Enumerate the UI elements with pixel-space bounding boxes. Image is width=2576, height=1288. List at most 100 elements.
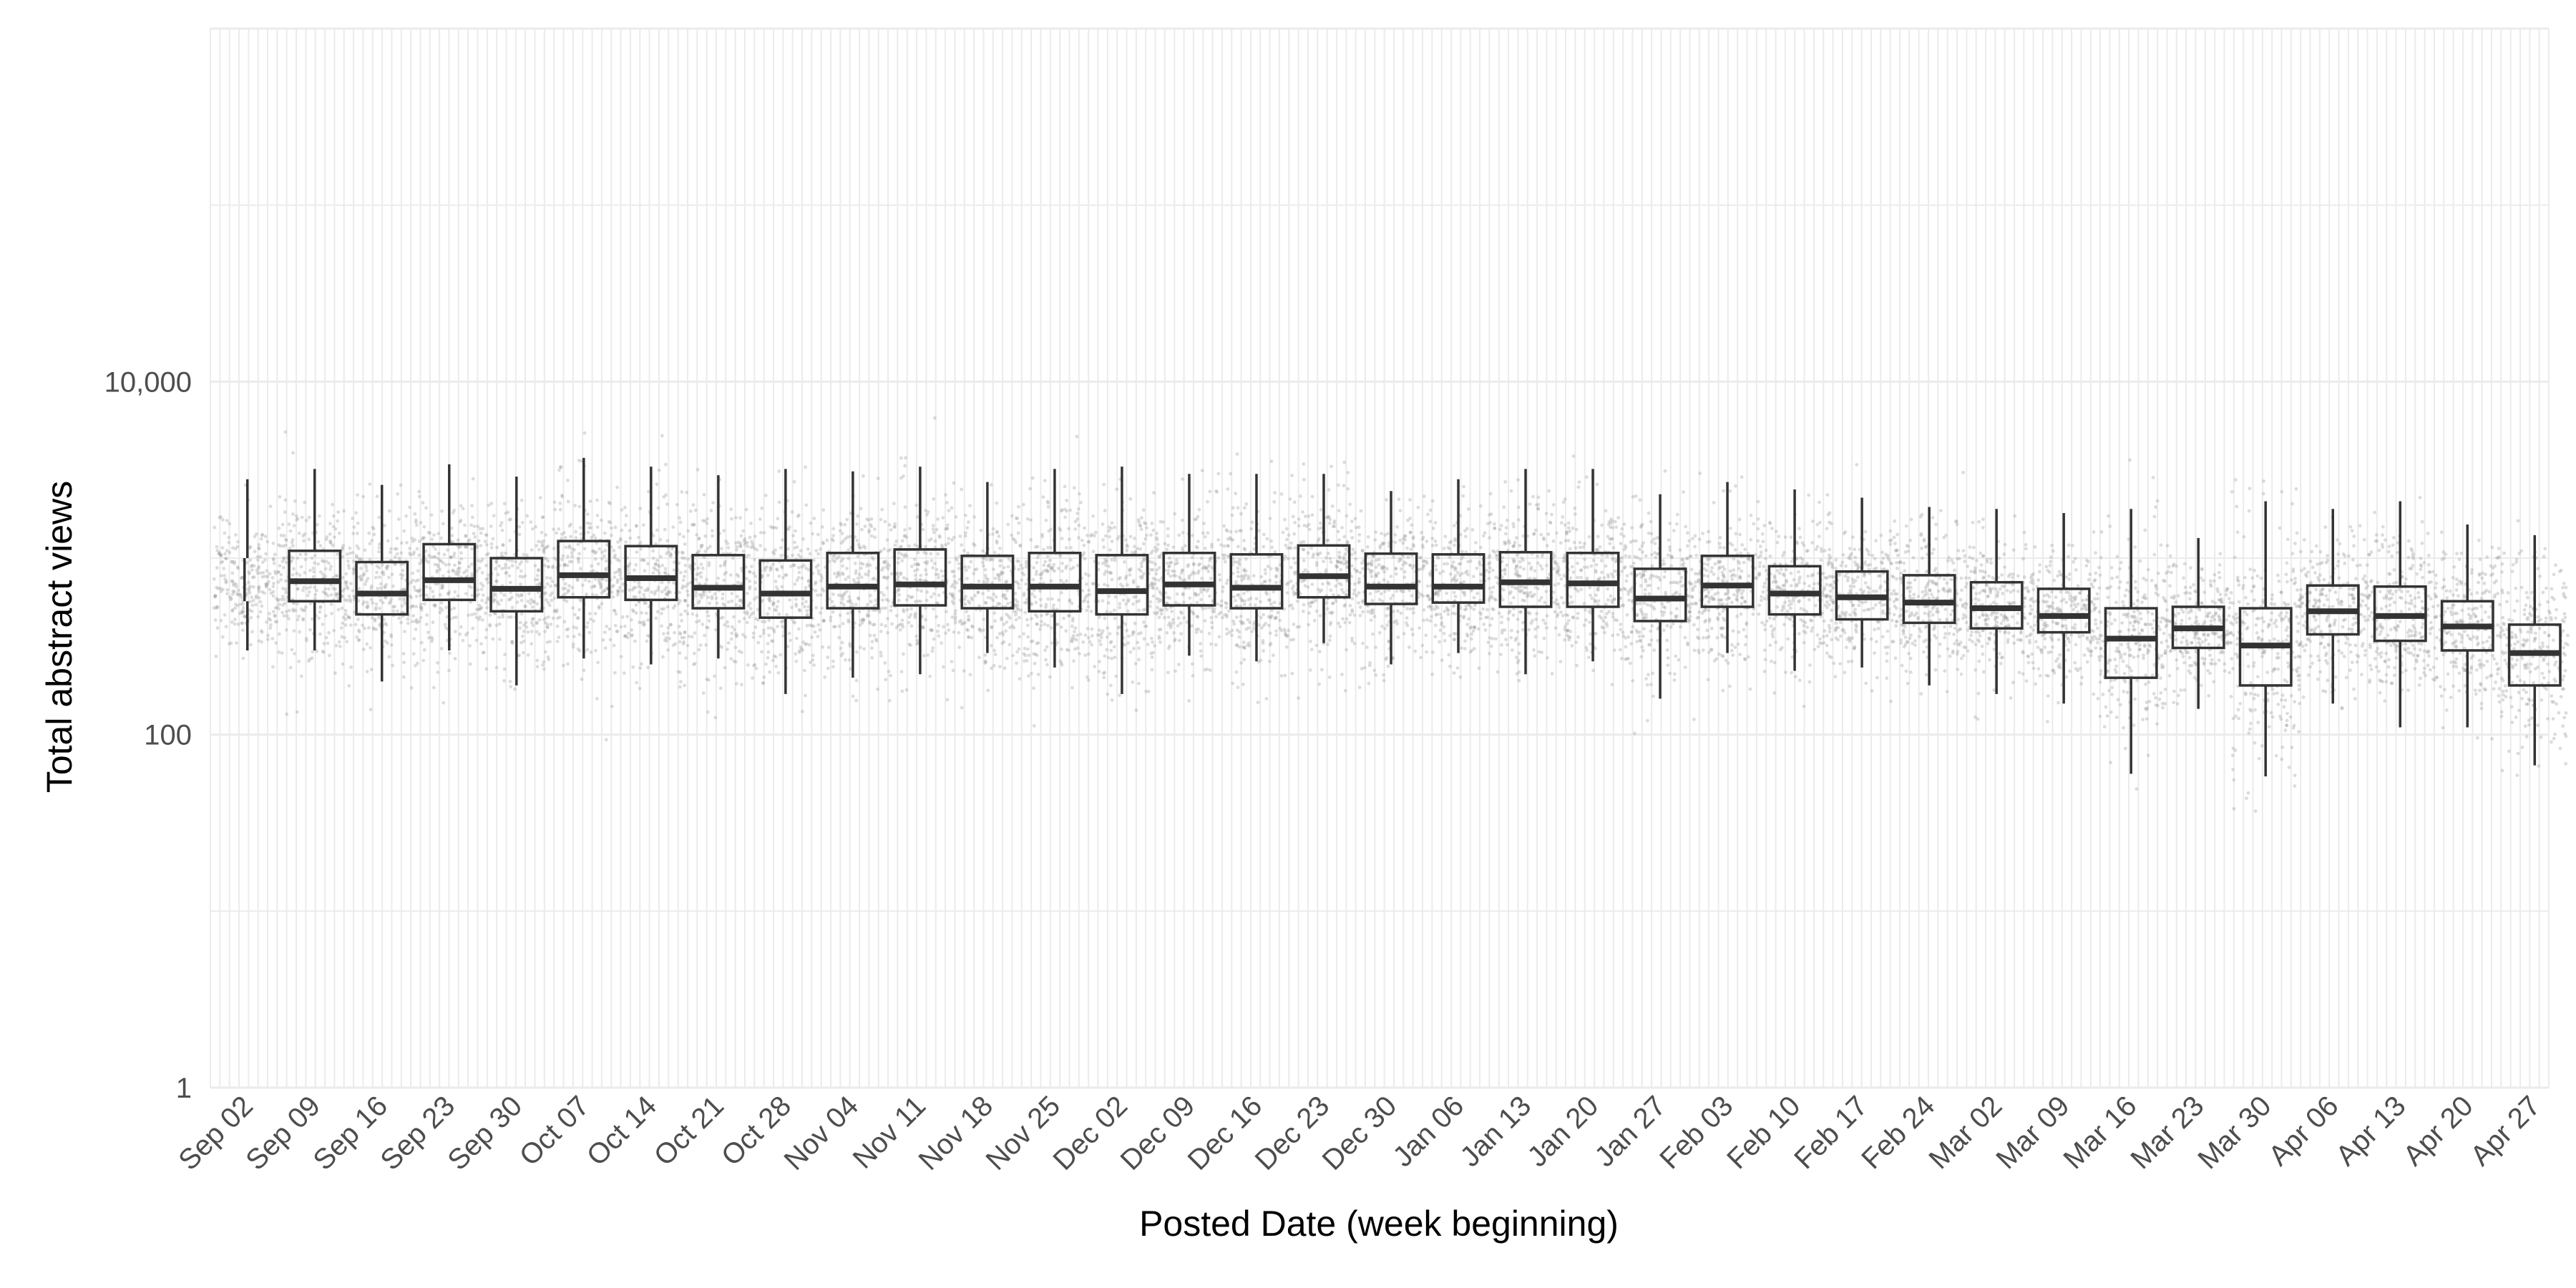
jitter-point: [792, 540, 796, 545]
jitter-point: [535, 630, 539, 634]
jitter-point: [265, 575, 270, 579]
jitter-point: [1392, 555, 1395, 559]
jitter-point: [247, 588, 251, 592]
jitter-point: [1102, 545, 1106, 550]
jitter-point: [909, 613, 913, 617]
jitter-point: [839, 593, 844, 597]
jitter-point: [351, 532, 356, 535]
jitter-point: [395, 536, 399, 540]
jitter-point: [409, 580, 413, 585]
jitter-point: [998, 665, 1002, 668]
jitter-point: [887, 523, 892, 527]
jitter-point: [497, 615, 502, 620]
jitter-point: [748, 587, 752, 591]
jitter-point: [623, 624, 627, 628]
jitter-point: [458, 566, 462, 570]
jitter-point: [618, 545, 621, 550]
jitter-point: [555, 610, 559, 614]
jitter-point: [477, 607, 482, 611]
jitter-point: [683, 585, 688, 588]
jitter-point: [902, 474, 905, 478]
jitter-point: [250, 630, 254, 634]
jitter-point: [1018, 543, 1023, 547]
jitter-point: [573, 613, 577, 617]
jitter-point: [344, 582, 348, 587]
jitter-point: [738, 598, 742, 602]
jitter-point: [1402, 575, 1407, 580]
jitter-point: [844, 537, 848, 541]
jitter-point: [299, 674, 303, 678]
jitter-point: [347, 684, 351, 688]
jitter-point: [1324, 568, 1328, 572]
jitter-point: [1176, 616, 1181, 620]
jitter-point: [488, 623, 492, 627]
jitter-point: [499, 524, 502, 527]
jitter-point: [449, 555, 453, 560]
jitter-point: [1045, 663, 1049, 667]
jitter-point: [1044, 602, 1048, 607]
jitter-point: [1310, 582, 1314, 587]
jitter-point: [841, 651, 844, 655]
jitter-point: [280, 651, 284, 655]
jitter-point: [646, 562, 650, 566]
jitter-point: [577, 552, 581, 556]
jitter-point: [909, 607, 913, 611]
jitter-point: [657, 468, 661, 472]
jitter-point: [1141, 508, 1146, 512]
jitter-point: [1026, 635, 1030, 639]
jitter-point: [1268, 578, 1272, 582]
jitter-point: [1151, 560, 1155, 565]
jitter-point: [594, 557, 597, 561]
jitter-point: [429, 555, 434, 559]
jitter-point: [1357, 686, 1362, 690]
jitter-point: [620, 589, 625, 593]
jitter-point: [230, 592, 235, 596]
jitter-point: [476, 525, 480, 529]
jitter-point: [447, 592, 451, 596]
jitter-point: [217, 552, 221, 556]
jitter-point: [480, 557, 484, 562]
jitter-point: [1206, 587, 1210, 591]
jitter-point: [535, 665, 540, 669]
jitter-point: [1326, 538, 1330, 542]
jitter-point: [571, 592, 575, 596]
jitter-point: [1032, 724, 1036, 728]
jitter-point: [723, 665, 727, 670]
jitter-point: [1243, 506, 1246, 510]
jitter-point: [678, 632, 683, 636]
jitter-point: [692, 523, 696, 527]
jitter-point: [964, 595, 968, 598]
jitter-point: [530, 630, 534, 633]
jitter-point: [663, 570, 667, 575]
jitter-point: [945, 501, 949, 504]
jitter-point: [711, 529, 714, 533]
jitter-point: [787, 525, 791, 529]
jitter-point: [435, 568, 439, 572]
jitter-point: [510, 605, 514, 610]
jitter-point: [692, 522, 696, 527]
jitter-point: [1250, 630, 1254, 633]
jitter-point: [240, 621, 244, 625]
jitter-point: [977, 604, 981, 608]
jitter-point: [797, 513, 801, 517]
jitter-point: [857, 580, 861, 584]
jitter-point: [734, 516, 738, 519]
jitter-point: [846, 600, 850, 603]
jitter-point: [1386, 580, 1390, 585]
jitter-point: [1269, 539, 1273, 543]
jitter-point: [857, 596, 860, 600]
jitter-point: [1289, 603, 1294, 608]
jitter-point: [1064, 566, 1068, 570]
jitter-point: [607, 519, 611, 524]
jitter-point: [1284, 543, 1288, 547]
jitter-point: [705, 625, 708, 630]
jitter-point: [847, 595, 852, 599]
jitter-point: [537, 567, 540, 572]
jitter-point: [774, 655, 778, 659]
jitter-point: [444, 605, 448, 610]
jitter-point: [1179, 571, 1184, 575]
jitter-point: [762, 531, 766, 535]
jitter-point: [905, 608, 909, 612]
jitter-point: [705, 677, 709, 681]
jitter-point: [354, 511, 358, 515]
